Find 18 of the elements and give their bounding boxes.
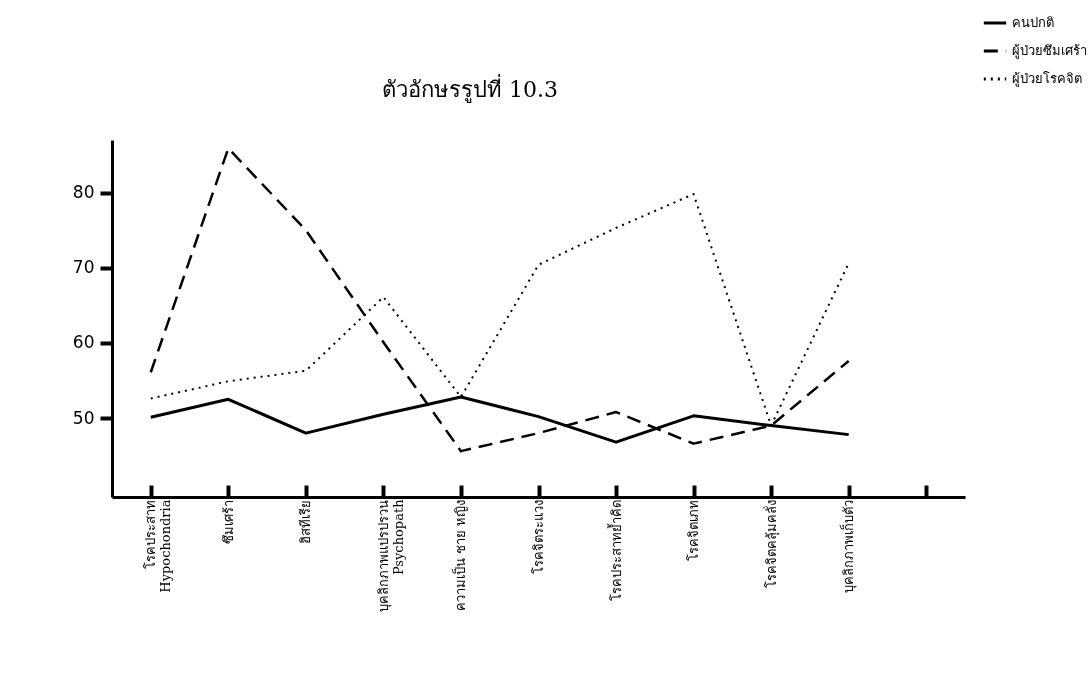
x-tick-label: บุคลิกภาพแปรปรวน Psychopath <box>375 498 406 612</box>
y-tick-label: 60 <box>72 332 95 353</box>
y-tick-label: 70 <box>72 257 95 278</box>
x-tick-label: ฮิสทีเรีย <box>298 499 314 544</box>
x-tick-label: โรคจิตคลุ้มคลั่ง <box>762 499 780 588</box>
chart-title: ตัวอักษรรูปที่ 10.3 <box>382 74 558 103</box>
y-tick-label: 50 <box>72 407 95 428</box>
legend-label: คนปกติ <box>1012 15 1054 30</box>
x-tick-label: โรคประสาทย้ำคิด <box>606 499 624 601</box>
x-tick-label: ความเป็น ชาย หญิง <box>451 499 469 611</box>
x-tick-label: บุคลิกภาพเก็บตัว <box>839 499 858 593</box>
y-tick-label: 80 <box>72 182 95 203</box>
legend-label: ผู้ป่วยโรคจิต <box>1012 71 1082 87</box>
x-tick-label: โรคประสาท Hypochondria <box>143 499 174 593</box>
legend-label: ผู้ป่วยซึมเศร้า <box>1012 43 1087 59</box>
x-tick-label: ซึมเศร้า <box>220 499 236 544</box>
x-tick-label: โรคจิตระแวง <box>531 499 546 574</box>
x-tick-label: โรคจิตเภท <box>686 499 702 561</box>
